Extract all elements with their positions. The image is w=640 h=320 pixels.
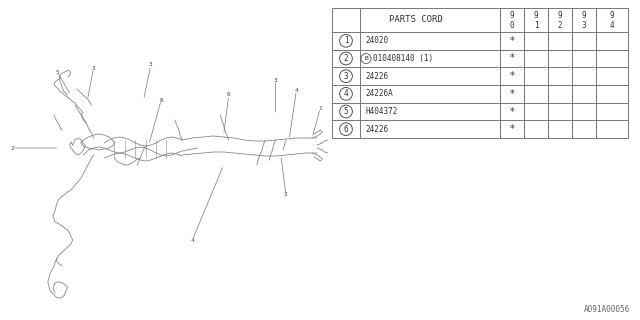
Text: 9: 9 <box>534 12 538 20</box>
Text: 2: 2 <box>11 146 14 150</box>
Text: 3: 3 <box>344 72 348 81</box>
Text: 3: 3 <box>582 20 586 29</box>
Bar <box>332 8 628 138</box>
Text: *: * <box>509 53 515 63</box>
Text: H404372: H404372 <box>365 107 397 116</box>
Text: 6: 6 <box>159 98 163 102</box>
Text: 24226: 24226 <box>365 72 388 81</box>
Text: 4: 4 <box>610 20 614 29</box>
Text: 4: 4 <box>191 237 195 243</box>
Text: 2: 2 <box>344 54 348 63</box>
Text: 3: 3 <box>274 77 278 83</box>
Text: *: * <box>509 124 515 134</box>
Text: 9: 9 <box>610 12 614 20</box>
Text: 24226A: 24226A <box>365 89 393 98</box>
Text: *: * <box>509 89 515 99</box>
Text: 6: 6 <box>344 125 348 134</box>
Text: 9: 9 <box>582 12 586 20</box>
Text: 010408140 (1): 010408140 (1) <box>373 54 433 63</box>
Text: 1: 1 <box>344 36 348 45</box>
Text: 5: 5 <box>55 69 59 75</box>
Text: 9: 9 <box>557 12 563 20</box>
Text: 1: 1 <box>319 106 322 110</box>
Text: *: * <box>509 71 515 81</box>
Text: 4: 4 <box>294 87 298 92</box>
Text: 6: 6 <box>227 92 230 98</box>
Text: 1: 1 <box>534 20 538 29</box>
Text: *: * <box>509 36 515 46</box>
Text: 3: 3 <box>284 193 288 197</box>
Text: 4: 4 <box>344 89 348 98</box>
Text: 5: 5 <box>344 107 348 116</box>
Text: 3: 3 <box>92 66 95 70</box>
Text: *: * <box>509 107 515 116</box>
Text: B: B <box>364 56 368 61</box>
Text: 2: 2 <box>557 20 563 29</box>
Text: 24226: 24226 <box>365 125 388 134</box>
Text: PARTS CORD: PARTS CORD <box>389 15 443 25</box>
Text: 24020: 24020 <box>365 36 388 45</box>
Text: 3: 3 <box>149 62 153 68</box>
Text: 0: 0 <box>509 20 515 29</box>
Text: 9: 9 <box>509 12 515 20</box>
Text: A091A00056: A091A00056 <box>584 305 630 314</box>
